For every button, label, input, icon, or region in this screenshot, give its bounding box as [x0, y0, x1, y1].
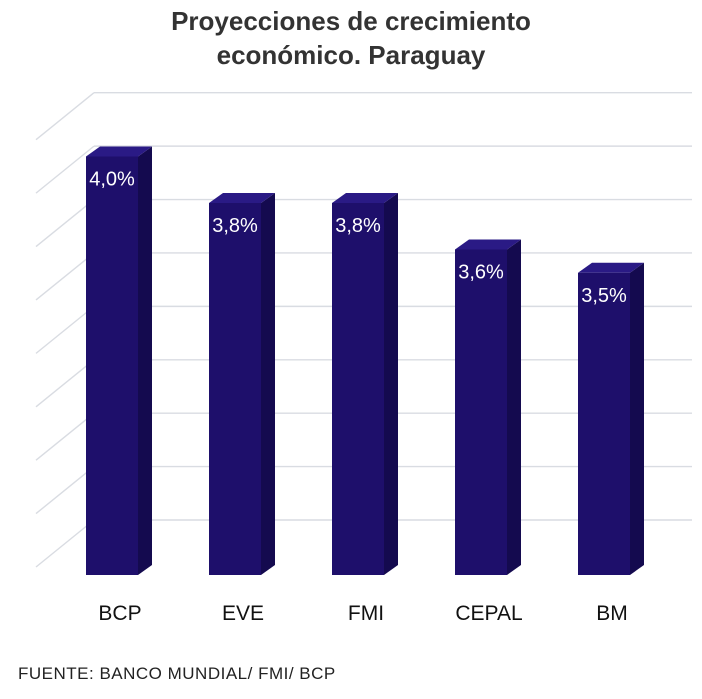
category-label: FMI: [348, 602, 384, 625]
bar-top: [209, 193, 275, 203]
category-label: EVE: [222, 602, 264, 625]
data-label: 3,5%: [581, 285, 627, 307]
bar: [578, 272, 630, 575]
data-label: 3,8%: [335, 215, 381, 237]
gridline-side: [35, 199, 95, 248]
gridline-side: [35, 252, 95, 301]
bar-side: [384, 193, 398, 575]
category-label: BM: [596, 602, 628, 625]
gridline-side: [35, 412, 95, 461]
bar-top: [455, 239, 521, 250]
bar-top: [86, 146, 152, 157]
bar-top: [578, 262, 644, 273]
gridline-side: [35, 519, 95, 568]
chart-title-line-1: Proyecciones de crecimiento: [171, 6, 531, 36]
bar-top: [332, 193, 398, 203]
bar: [86, 156, 138, 575]
bar-side: [507, 239, 521, 575]
chart-title-line-2: económico. Paraguay: [216, 40, 486, 70]
data-label: 3,6%: [458, 262, 504, 284]
bar: [332, 203, 384, 575]
category-label: CEPAL: [455, 602, 522, 625]
bar-side: [138, 146, 152, 575]
bar: [455, 249, 507, 575]
data-label: 4,0%: [89, 169, 135, 191]
bar-side: [261, 193, 275, 575]
gridline-side: [35, 92, 95, 141]
gridline-side: [35, 466, 95, 515]
gridline-side: [35, 305, 95, 354]
bar: [209, 203, 261, 575]
data-label: 3,8%: [212, 215, 258, 237]
bar-side: [630, 262, 644, 575]
gridline-side: [35, 359, 95, 408]
category-label: BCP: [98, 602, 141, 625]
chart-title: Proyecciones de crecimiento económico. P…: [0, 4, 702, 72]
gridline-side: [35, 145, 95, 194]
source-note: FUENTE: BANCO MUNDIAL/ FMI/ BCP: [18, 664, 336, 683]
